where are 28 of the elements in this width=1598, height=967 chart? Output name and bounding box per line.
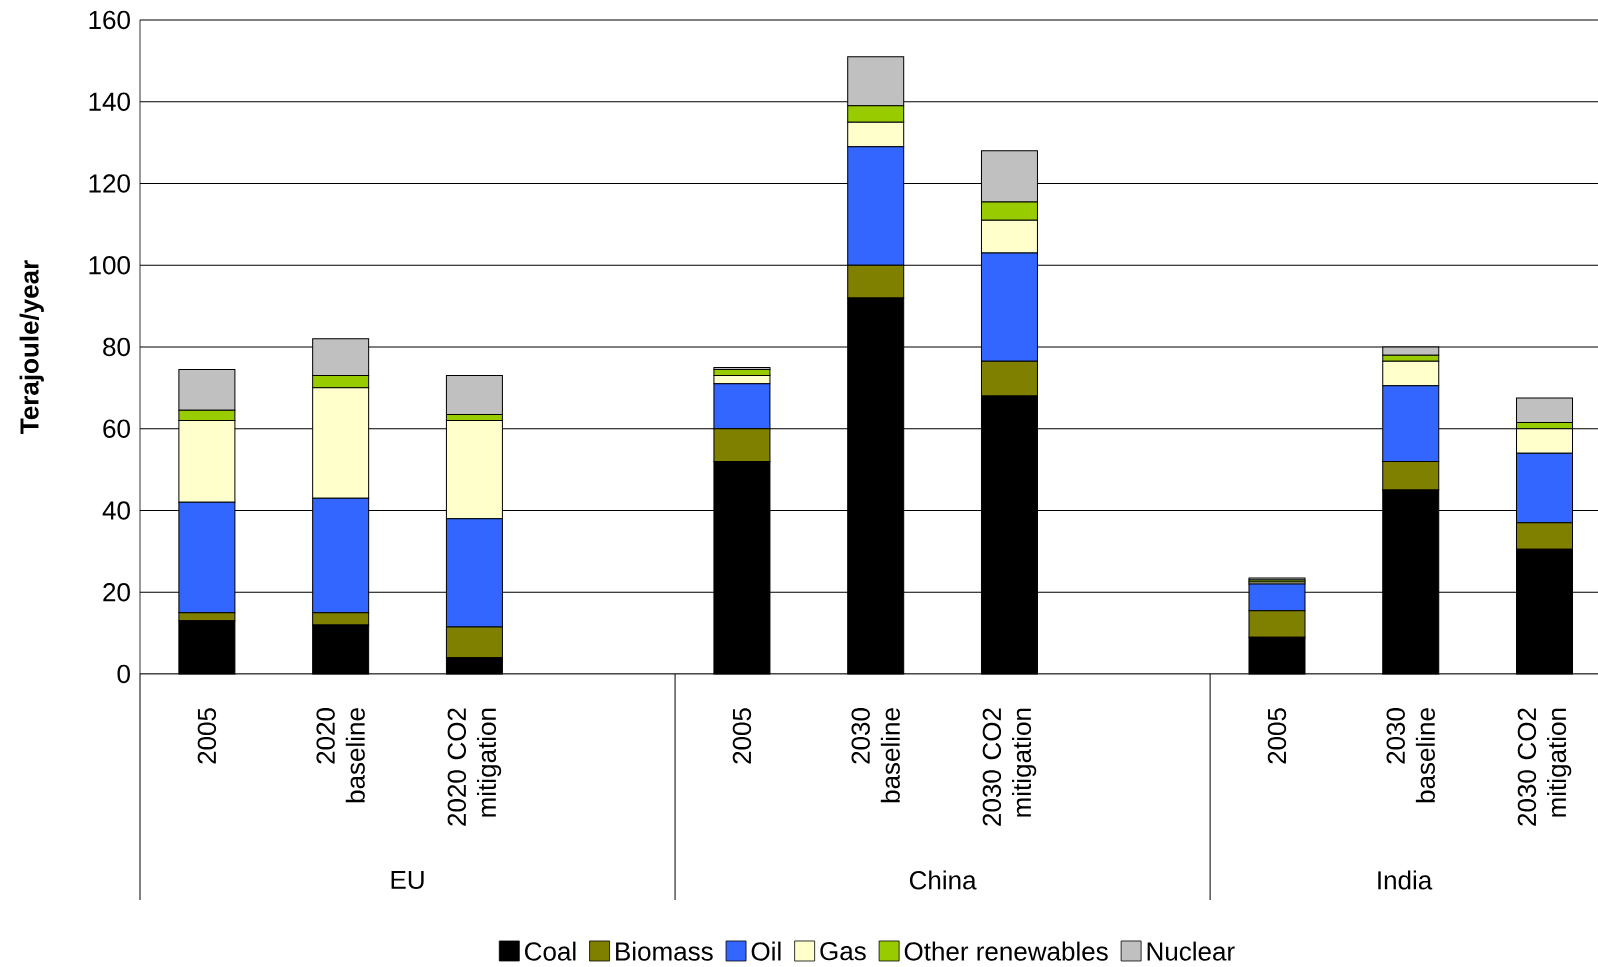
text: India (1378, 870, 1433, 890)
y-tick-label: 80 (103, 337, 130, 357)
y-tick-label: 160 (89, 10, 130, 30)
x-tick-label: 2020 baseline (316, 708, 365, 803)
text: China (909, 870, 977, 890)
x-tick-label: 2005 (1267, 708, 1287, 764)
x-tick-label: 2030 CO2 mitigation (982, 708, 1037, 826)
y-tick-label: 0 (117, 664, 130, 684)
legend-label: Coal (525, 941, 576, 961)
legend-label: Gas (820, 941, 866, 961)
x-tick-label: 2030 CO2 mitigation (1517, 708, 1572, 826)
x-tick-label: 2030 baseline (1386, 708, 1435, 803)
y-axis-title: Terajoule/year (19, 260, 44, 434)
legend-label: Other renewables (904, 941, 1108, 961)
x-tick-label: 2005 (197, 708, 217, 764)
y-tick-label: 20 (103, 583, 130, 602)
x-tick-label: 2020 CO2 mitigation (447, 708, 502, 826)
y-tick-label: 120 (89, 174, 130, 193)
legend-label: Oil (751, 941, 781, 961)
y-tick-label: 140 (89, 92, 130, 111)
legend-label: Nuclear (1147, 941, 1235, 961)
x-tick-label: 2005 (732, 708, 752, 764)
y-tick-label: 40 (102, 501, 130, 520)
y-tick-label: 100 (89, 256, 130, 275)
legend-label: Biomass (616, 941, 713, 961)
text: EU (391, 870, 424, 890)
x-tick-label: 2030 baseline (851, 708, 900, 803)
y-tick-label: 60 (103, 419, 130, 438)
